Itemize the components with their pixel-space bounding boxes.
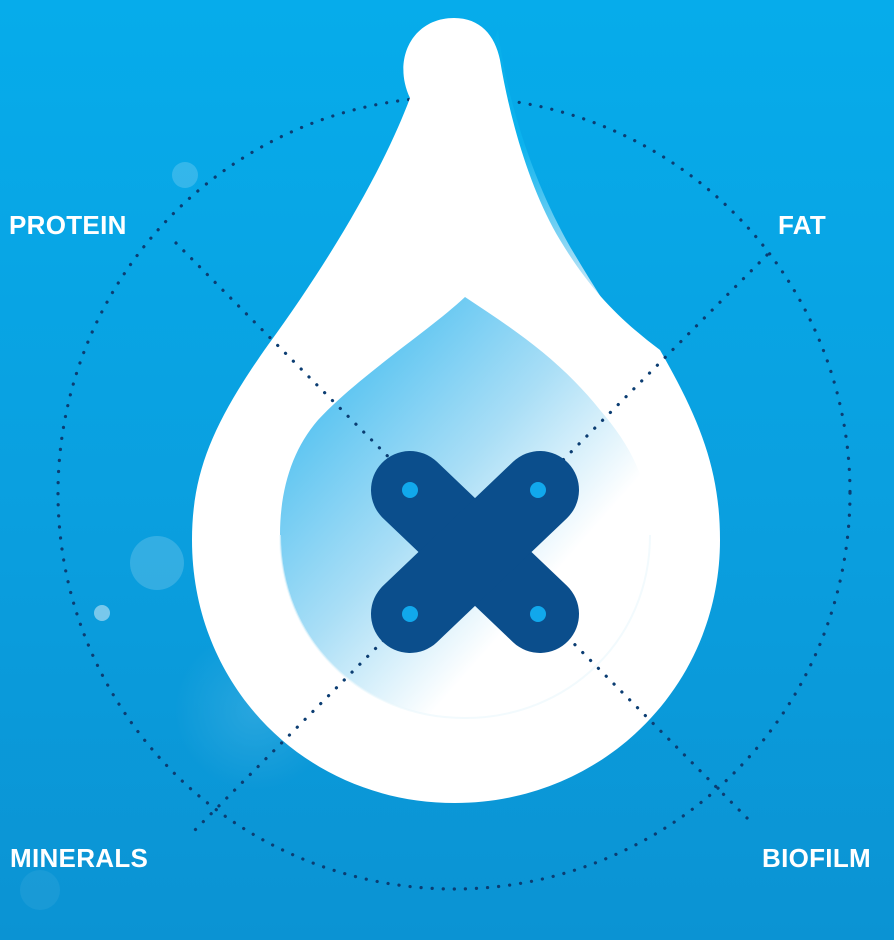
bokeh-dot <box>172 162 198 188</box>
bokeh-dot <box>130 536 184 590</box>
label-minerals: MINERALS <box>10 843 149 873</box>
bokeh-dot <box>20 870 60 910</box>
label-protein: PROTEIN <box>9 210 127 240</box>
cross-x-icon <box>371 451 579 653</box>
label-fat: FAT <box>778 210 827 240</box>
bokeh-dot <box>94 605 110 621</box>
water-drop-icon <box>192 18 720 803</box>
label-biofilm: BIOFILM <box>762 843 871 873</box>
